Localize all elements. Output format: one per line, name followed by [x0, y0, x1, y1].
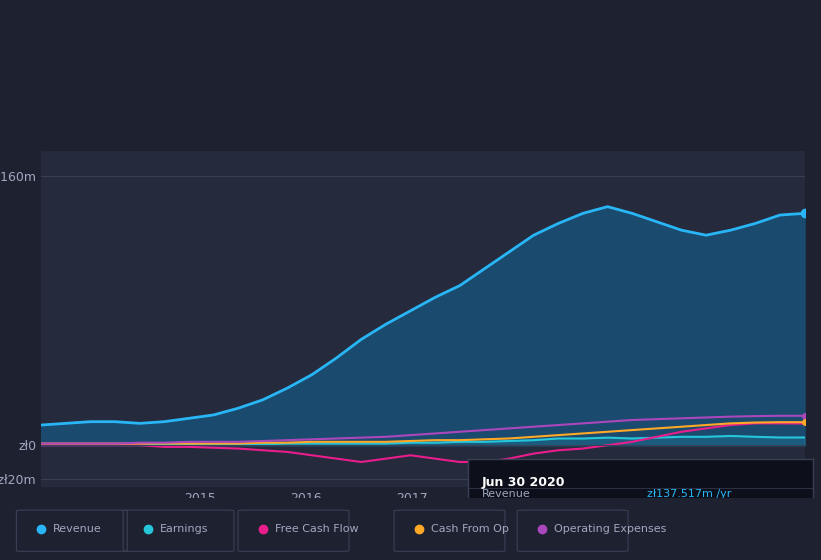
Text: zł4.610m /yr: zł4.610m /yr	[647, 526, 718, 535]
Text: Cash From Op: Cash From Op	[431, 524, 509, 534]
Text: Revenue: Revenue	[53, 524, 102, 534]
Text: Revenue: Revenue	[482, 489, 530, 498]
Text: Operating Expenses: Operating Expenses	[554, 524, 667, 534]
Text: zł137.517m /yr: zł137.517m /yr	[647, 489, 732, 498]
Text: Earnings: Earnings	[482, 526, 530, 535]
Text: Free Cash Flow: Free Cash Flow	[275, 524, 359, 534]
Text: Earnings: Earnings	[160, 524, 209, 534]
Text: 3.4% profit margin: 3.4% profit margin	[647, 558, 765, 560]
Text: Jun 30 2020: Jun 30 2020	[482, 477, 566, 489]
